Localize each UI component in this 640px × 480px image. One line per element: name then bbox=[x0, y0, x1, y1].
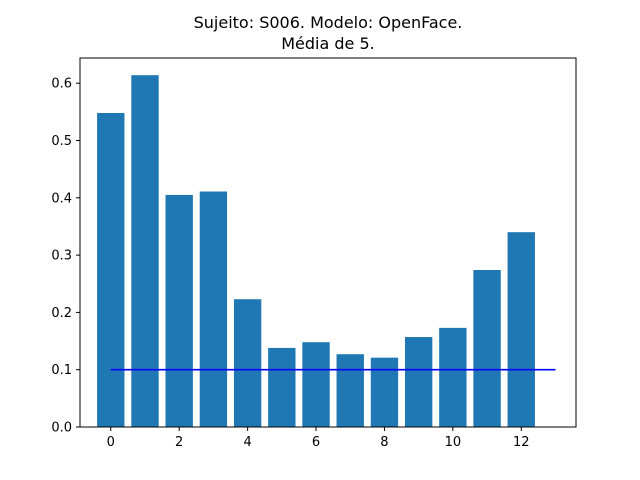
y-tick-label: 0.5 bbox=[51, 134, 72, 149]
bar-7 bbox=[336, 354, 364, 427]
bar-6 bbox=[302, 342, 330, 427]
x-tick-label: 6 bbox=[312, 435, 320, 450]
y-tick-label: 0.2 bbox=[51, 306, 72, 321]
bar-8 bbox=[370, 357, 399, 427]
y-tick-label: 0.0 bbox=[51, 421, 72, 436]
x-tick-label: 0 bbox=[107, 435, 115, 450]
bar-3 bbox=[199, 191, 228, 427]
y-tick-label: 0.3 bbox=[51, 249, 72, 264]
bar-5 bbox=[268, 347, 296, 427]
y-tick-label: 0.4 bbox=[51, 191, 72, 206]
x-tick-label: 4 bbox=[243, 435, 251, 450]
bars-group bbox=[97, 75, 535, 427]
bar-1 bbox=[131, 75, 159, 427]
bar-4 bbox=[233, 299, 262, 427]
y-axis: 0.0 0.1 0.2 0.3 0.4 0.5 0.6 bbox=[51, 77, 80, 436]
x-tick-label: 8 bbox=[380, 435, 388, 450]
bar-11 bbox=[473, 270, 501, 427]
bar-10 bbox=[439, 327, 467, 427]
x-tick-label: 2 bbox=[175, 435, 183, 450]
y-tick-label: 0.6 bbox=[51, 77, 72, 92]
bar-12 bbox=[507, 232, 535, 427]
plot-frame bbox=[79, 57, 577, 428]
bar-9 bbox=[404, 337, 433, 427]
bar-2 bbox=[165, 194, 193, 427]
bar-0 bbox=[97, 113, 125, 427]
chart-title-line-2: Média de 5. bbox=[281, 34, 375, 53]
x-tick-label: 10 bbox=[445, 435, 462, 450]
chart-title-line-1: Sujeito: S006. Modelo: OpenFace. bbox=[194, 13, 463, 32]
x-tick-label: 12 bbox=[513, 435, 530, 450]
x-axis: 0 2 4 6 8 10 12 bbox=[107, 427, 530, 450]
y-tick-label: 0.1 bbox=[51, 363, 72, 378]
